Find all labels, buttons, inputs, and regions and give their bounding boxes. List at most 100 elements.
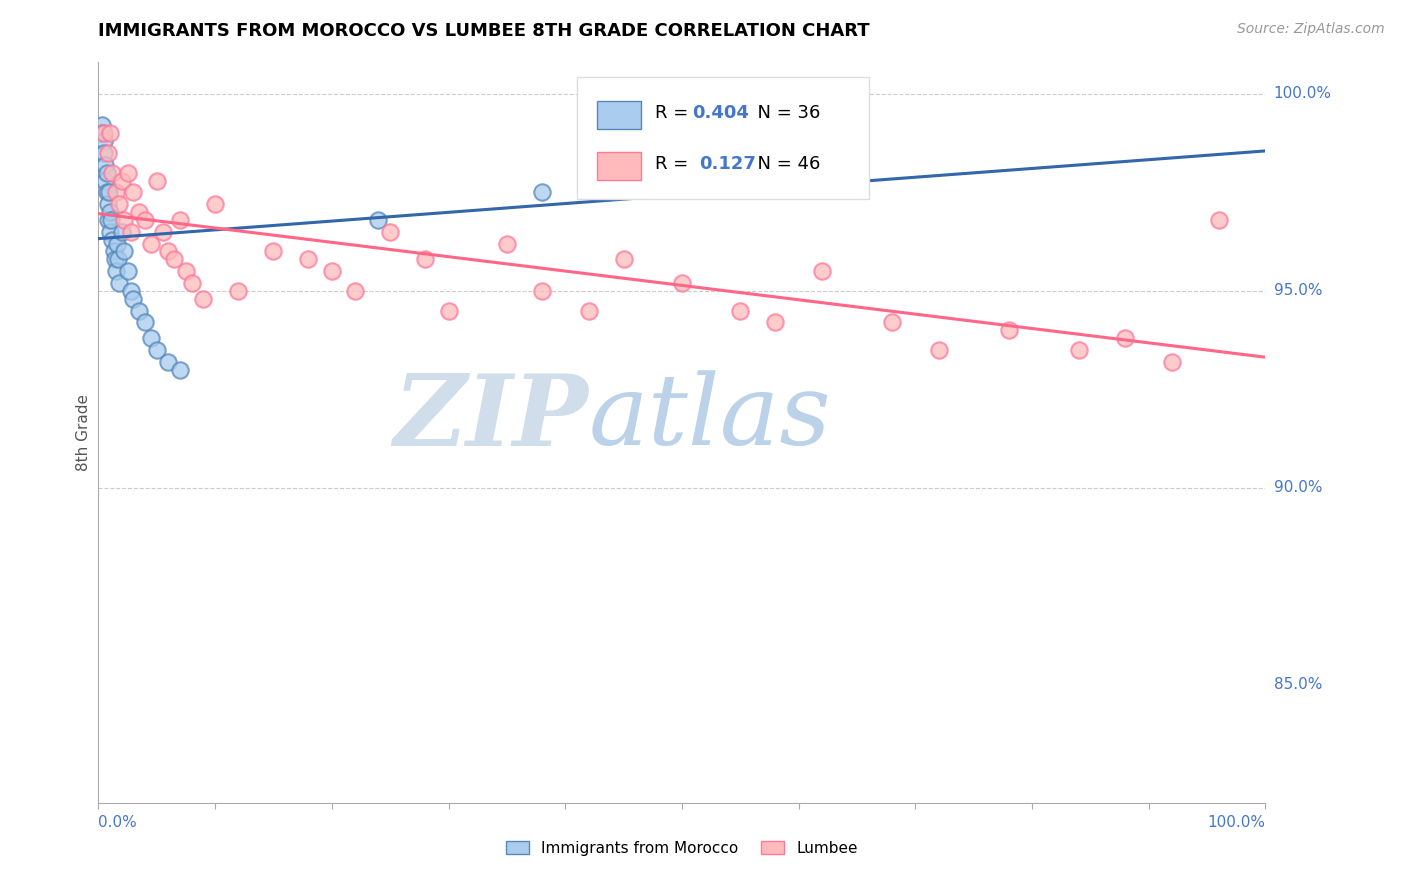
Point bbox=[157, 355, 180, 369]
Point bbox=[112, 244, 135, 259]
Point bbox=[880, 315, 903, 329]
Point bbox=[1114, 331, 1136, 345]
Point bbox=[169, 213, 191, 227]
Point bbox=[169, 362, 191, 376]
Point bbox=[530, 284, 553, 298]
Point bbox=[104, 264, 127, 278]
Point bbox=[763, 315, 786, 329]
Point bbox=[997, 323, 1019, 337]
Point bbox=[97, 146, 120, 161]
Point bbox=[146, 173, 169, 187]
Text: ZIP: ZIP bbox=[394, 369, 589, 466]
Point bbox=[98, 225, 121, 239]
Point bbox=[96, 166, 118, 180]
Point bbox=[1067, 343, 1090, 357]
Point bbox=[1208, 213, 1230, 227]
Point bbox=[146, 343, 169, 357]
Point bbox=[134, 315, 156, 329]
Point bbox=[928, 343, 950, 357]
Point bbox=[120, 225, 142, 239]
Point bbox=[152, 225, 174, 239]
Text: IMMIGRANTS FROM MOROCCO VS LUMBEE 8TH GRADE CORRELATION CHART: IMMIGRANTS FROM MOROCCO VS LUMBEE 8TH GR… bbox=[98, 22, 870, 40]
Point bbox=[1161, 355, 1184, 369]
Point bbox=[111, 225, 134, 239]
Y-axis label: 8th Grade: 8th Grade bbox=[76, 394, 91, 471]
Point bbox=[180, 276, 202, 290]
Point bbox=[98, 126, 121, 140]
Point bbox=[96, 186, 118, 200]
Point bbox=[128, 205, 150, 219]
Point bbox=[104, 252, 127, 267]
Point bbox=[344, 284, 367, 298]
Point bbox=[380, 225, 402, 239]
Point bbox=[120, 284, 142, 298]
Point bbox=[97, 213, 120, 227]
Point bbox=[105, 236, 128, 251]
Point bbox=[530, 186, 553, 200]
Text: Source: ZipAtlas.com: Source: ZipAtlas.com bbox=[1237, 22, 1385, 37]
Point bbox=[117, 264, 139, 278]
Text: 90.0%: 90.0% bbox=[1274, 480, 1322, 495]
Point bbox=[103, 244, 125, 259]
Point bbox=[93, 146, 115, 161]
Point bbox=[811, 126, 834, 140]
Point bbox=[139, 236, 162, 251]
Point bbox=[122, 186, 145, 200]
Point bbox=[193, 292, 215, 306]
Point bbox=[117, 166, 139, 180]
Point bbox=[228, 284, 250, 298]
Point bbox=[134, 213, 156, 227]
Point bbox=[413, 252, 436, 267]
Point bbox=[297, 252, 319, 267]
Point bbox=[111, 173, 134, 187]
Point bbox=[101, 233, 124, 247]
Point bbox=[98, 205, 121, 219]
FancyBboxPatch shape bbox=[596, 152, 641, 180]
Point bbox=[437, 303, 460, 318]
Point bbox=[107, 252, 129, 267]
Point bbox=[90, 119, 112, 133]
Text: 100.0%: 100.0% bbox=[1208, 814, 1265, 830]
Text: R =: R = bbox=[655, 104, 695, 122]
Point bbox=[157, 244, 180, 259]
Point bbox=[101, 166, 124, 180]
Text: 0.0%: 0.0% bbox=[98, 814, 138, 830]
Point bbox=[321, 264, 343, 278]
Point bbox=[94, 173, 117, 187]
Point bbox=[104, 186, 127, 200]
Point bbox=[93, 134, 115, 148]
Point bbox=[496, 236, 519, 251]
Point bbox=[128, 303, 150, 318]
Text: N = 36: N = 36 bbox=[747, 104, 821, 122]
Point bbox=[613, 252, 636, 267]
Text: 0.127: 0.127 bbox=[699, 154, 756, 172]
Point bbox=[94, 158, 117, 172]
Point bbox=[730, 303, 752, 318]
Point bbox=[122, 292, 145, 306]
Point bbox=[108, 197, 131, 211]
Point bbox=[91, 126, 114, 140]
Point bbox=[811, 264, 834, 278]
Point bbox=[671, 276, 693, 290]
Text: atlas: atlas bbox=[589, 370, 831, 466]
Text: 100.0%: 100.0% bbox=[1274, 87, 1331, 102]
Point bbox=[108, 276, 131, 290]
Point bbox=[578, 303, 600, 318]
Point bbox=[100, 213, 122, 227]
Point bbox=[90, 126, 112, 140]
Point bbox=[367, 213, 389, 227]
Point bbox=[93, 126, 115, 140]
Legend: Immigrants from Morocco, Lumbee: Immigrants from Morocco, Lumbee bbox=[499, 835, 865, 862]
Point bbox=[174, 264, 197, 278]
Point bbox=[204, 197, 226, 211]
Point bbox=[97, 197, 120, 211]
Text: 95.0%: 95.0% bbox=[1274, 284, 1322, 298]
Text: R =: R = bbox=[655, 154, 700, 172]
Point bbox=[262, 244, 284, 259]
Text: 85.0%: 85.0% bbox=[1274, 677, 1322, 692]
Point bbox=[97, 186, 120, 200]
Text: N = 46: N = 46 bbox=[747, 154, 821, 172]
Point bbox=[139, 331, 162, 345]
Point bbox=[163, 252, 186, 267]
FancyBboxPatch shape bbox=[596, 101, 641, 129]
